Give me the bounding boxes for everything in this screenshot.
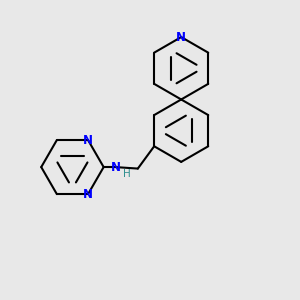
Text: N: N: [110, 160, 121, 174]
Text: N: N: [83, 134, 93, 147]
Text: N: N: [83, 188, 93, 201]
Text: H: H: [123, 169, 131, 178]
Text: N: N: [176, 31, 186, 44]
